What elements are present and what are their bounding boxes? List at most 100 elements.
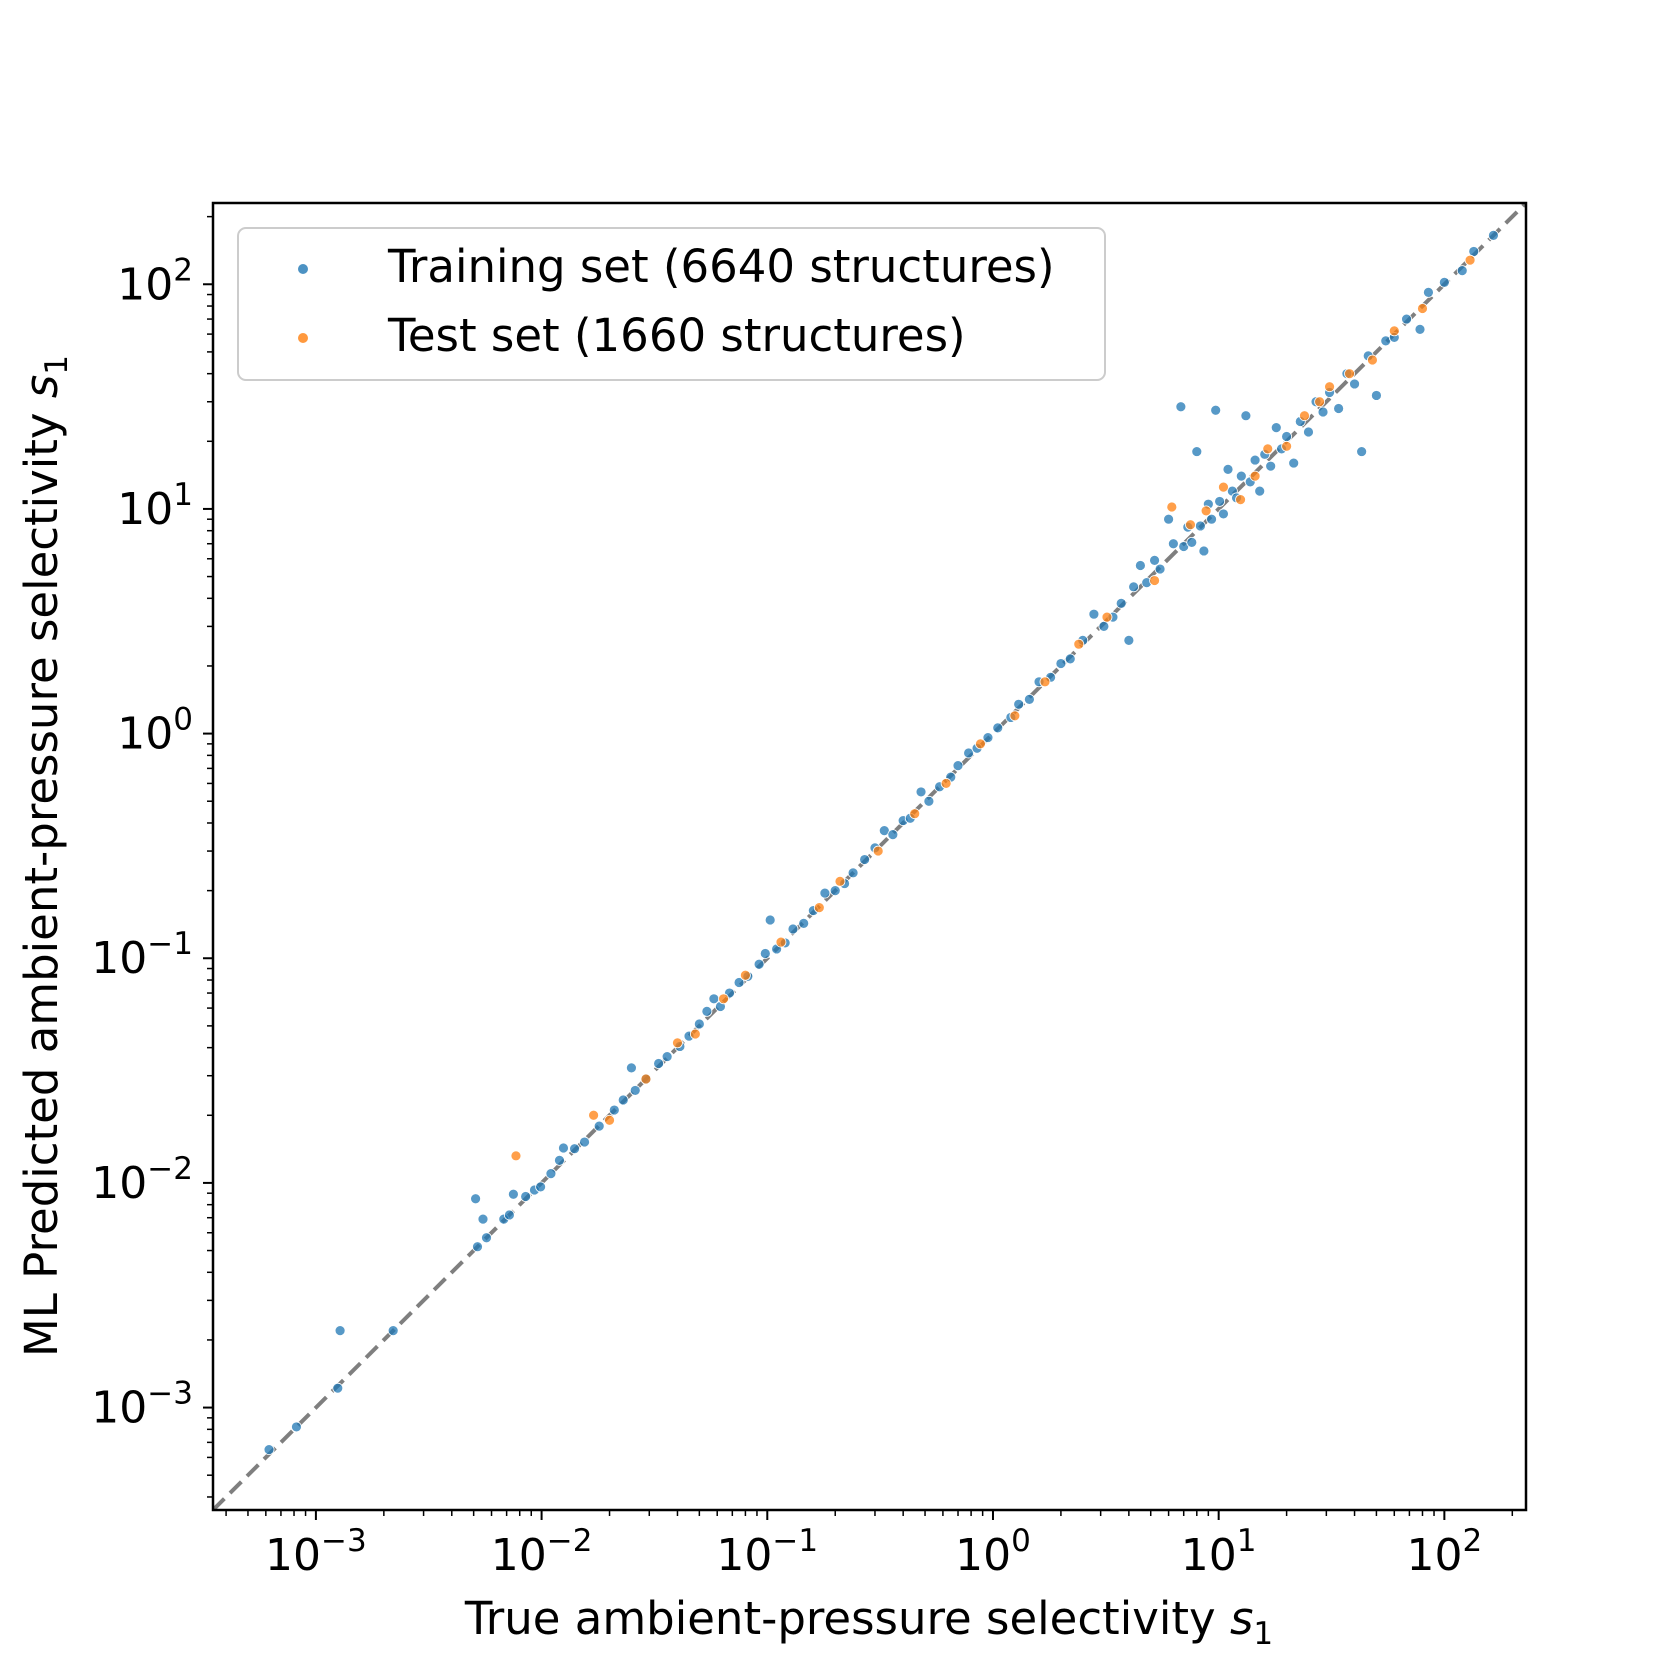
data-point (1288, 457, 1300, 469)
y-tick-label: 10−1 (91, 926, 193, 984)
data-point (1464, 254, 1476, 266)
data-point (1167, 538, 1179, 550)
data-point (661, 1051, 673, 1062)
data-point (975, 738, 986, 750)
data-point (1423, 287, 1434, 298)
y-axis-subscript: 1 (39, 355, 75, 375)
data-point (819, 887, 831, 899)
data-point (872, 845, 884, 857)
data-point (1356, 446, 1368, 457)
y-axis-title: ML Predicted ambient-pressure selectivit… (15, 355, 75, 1357)
data-point (1265, 460, 1277, 472)
data-point (1009, 710, 1021, 722)
x-tick-label: 101 (1181, 1523, 1257, 1581)
data-point (481, 1232, 492, 1244)
data-point (1303, 426, 1314, 438)
data-point (1210, 404, 1222, 416)
y-tick-label: 10−2 (91, 1151, 193, 1209)
data-point (963, 747, 975, 759)
data-point (263, 1444, 275, 1456)
data-points-layer (263, 230, 1499, 1456)
data-point (579, 1136, 590, 1148)
data-point (718, 993, 729, 1005)
data-point (1200, 505, 1212, 517)
data-point (626, 1062, 637, 1074)
data-point (558, 1142, 569, 1154)
data-point (477, 1213, 489, 1225)
data-point (1349, 378, 1360, 390)
data-point (1367, 354, 1378, 366)
data-point (1128, 581, 1140, 593)
data-point (1388, 325, 1400, 337)
data-point (733, 977, 745, 988)
data-point (740, 969, 751, 981)
data-point (617, 1094, 629, 1106)
x-axis-subscript: 1 (1253, 1616, 1273, 1652)
data-point (1088, 608, 1100, 620)
y-tick-label: 10−3 (91, 1376, 193, 1434)
legend-box (237, 227, 1106, 381)
data-point (1149, 555, 1160, 566)
data-point (510, 1150, 522, 1162)
data-point (1401, 313, 1412, 325)
data-point (1214, 496, 1226, 507)
data-point (693, 1018, 705, 1030)
legend-label-test: Test set (1660 structures) (387, 309, 966, 362)
data-point (940, 778, 952, 789)
data-point (1417, 303, 1428, 314)
reference-line-layer (213, 203, 1526, 1510)
y-tick-label: 102 (117, 252, 193, 310)
data-point (1191, 446, 1203, 457)
data-point (608, 1104, 620, 1116)
data-point (1175, 401, 1187, 413)
data-point (887, 829, 899, 841)
data-point (629, 1085, 641, 1096)
data-point (1249, 454, 1261, 466)
data-point (1371, 390, 1382, 401)
data-point (787, 923, 799, 935)
data-point (1198, 545, 1210, 557)
data-point (1154, 563, 1166, 575)
data-point (472, 1241, 483, 1253)
legend: Training set (6640 structures) Test set … (237, 227, 1106, 381)
data-point (1314, 396, 1325, 408)
data-point (1414, 323, 1426, 335)
x-tick-label: 10−3 (265, 1523, 367, 1581)
y-axis-title-text: ML Predicted ambient-pressure selectivit… (15, 412, 68, 1357)
data-point (1163, 513, 1174, 525)
data-point (1218, 508, 1229, 520)
data-point (520, 1191, 532, 1202)
data-point (1299, 410, 1310, 422)
data-point (1333, 403, 1345, 414)
data-point (952, 760, 964, 772)
data-point (1098, 620, 1110, 632)
data-point (554, 1154, 565, 1166)
data-point (992, 722, 1004, 734)
data-point (1281, 431, 1293, 442)
data-point (764, 914, 776, 926)
data-point (535, 1181, 547, 1193)
data-point (1488, 230, 1499, 241)
data-point (1218, 481, 1229, 493)
reference-line (213, 203, 1526, 1510)
data-point (1123, 634, 1135, 646)
y-axis-symbol: s (15, 375, 68, 398)
data-point (689, 1028, 701, 1040)
data-point (1317, 406, 1329, 418)
x-axis-title: True ambient-pressure selectivity s1 (464, 1592, 1273, 1652)
x-axis-symbol: s (1230, 1592, 1253, 1645)
data-point (545, 1168, 557, 1180)
data-point (1186, 536, 1198, 548)
data-point (1270, 422, 1282, 434)
x-tick-label: 100 (955, 1523, 1031, 1581)
data-point (1195, 520, 1206, 532)
data-point (1249, 470, 1261, 482)
series-1 (510, 254, 1476, 1162)
data-point (813, 902, 825, 914)
data-point (1281, 440, 1293, 452)
data-point (588, 1109, 600, 1121)
data-point (640, 1073, 652, 1085)
data-point (569, 1143, 580, 1155)
data-point (1039, 676, 1051, 688)
